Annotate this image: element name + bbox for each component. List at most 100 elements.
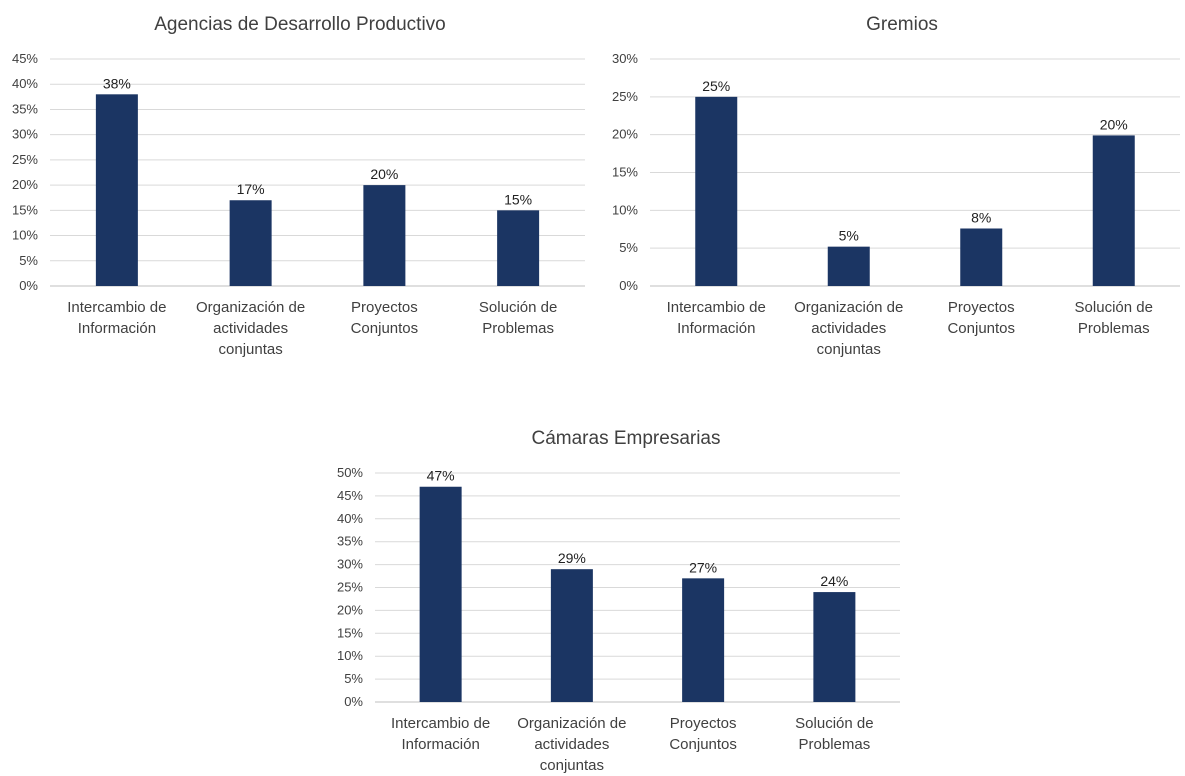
category-label: Proyectos Conjuntos — [947, 299, 1015, 337]
chart-title: Cámaras Empresarias — [532, 428, 721, 449]
data-label: 38% — [103, 75, 131, 91]
bar — [1092, 135, 1135, 286]
category-label-line: Conjuntos — [351, 320, 419, 337]
y-tick-label: 15% — [337, 625, 363, 640]
category-label-line: Organización de — [196, 299, 305, 316]
y-tick-label: 5% — [619, 240, 638, 255]
category-label: Intercambio de Información — [667, 299, 766, 337]
category-label-line: Intercambio de — [667, 299, 766, 316]
category-label-line: Proyectos — [670, 715, 737, 732]
category-label-line: Información — [78, 320, 156, 337]
data-label: 25% — [702, 78, 730, 94]
y-tick-label: 0% — [619, 278, 638, 293]
y-tick-label: 45% — [337, 488, 363, 503]
y-tick-label: 5% — [19, 253, 38, 268]
bar — [682, 578, 725, 702]
category-label: Intercambio de Información — [391, 715, 490, 753]
category-label-line: conjuntas — [817, 341, 881, 358]
chart-agencias: Agencias de Desarrollo Productivo 0% 5% 10%… — [0, 0, 585, 380]
y-tick-label: 10% — [612, 202, 638, 217]
category-label-line: actividades — [534, 736, 609, 753]
bar — [827, 246, 870, 286]
category-label-line: Organización de — [794, 299, 903, 316]
bar — [497, 210, 540, 286]
data-label: 8% — [971, 209, 991, 225]
bar — [95, 94, 138, 286]
category-label-line: Intercambio de — [67, 299, 166, 316]
category-label-line: Intercambio de — [391, 715, 490, 732]
bar — [419, 486, 462, 702]
y-tick-label: 20% — [612, 127, 638, 142]
category-label-line: Proyectos — [351, 299, 418, 316]
chart-camaras-svg: Cámaras Empresarias 0% 5% 10% 15% 20% 25% 30% 35… — [337, 428, 900, 774]
data-label: 15% — [504, 191, 532, 207]
category-label-line: Proyectos — [948, 299, 1015, 316]
y-tick-label: 40% — [337, 511, 363, 526]
y-tick-label: 5% — [344, 671, 363, 686]
y-tick-label: 15% — [12, 202, 38, 217]
y-tick-label: 0% — [344, 694, 363, 709]
bar — [550, 569, 593, 702]
category-label-line: Problemas — [1078, 320, 1150, 337]
category-label-line: Solución de — [479, 299, 557, 316]
data-label: 5% — [839, 228, 859, 244]
category-label-line: Problemas — [482, 320, 554, 337]
category-label-line: conjuntas — [219, 341, 283, 358]
category-label-line: Información — [401, 736, 479, 753]
category-label-line: Problemas — [799, 736, 871, 753]
data-label: 27% — [689, 559, 717, 575]
category-label-line: Solución de — [1075, 299, 1153, 316]
y-tick-label: 0% — [19, 278, 38, 293]
bar — [695, 96, 738, 286]
data-label: 20% — [1100, 116, 1128, 132]
category-label: Proyectos Conjuntos — [351, 299, 419, 337]
category-label-line: Organización de — [517, 715, 626, 732]
chart-agencias-svg: Agencias de Desarrollo Productivo 0% 5% 10%… — [12, 14, 585, 358]
y-tick-label: 45% — [12, 51, 38, 66]
category-label: Proyectos Conjuntos — [669, 715, 737, 753]
category-label: Organización de actividades conjuntas — [196, 299, 305, 358]
category-label-line: Conjuntos — [669, 736, 737, 753]
chart-gremios-svg: Gremios 0% 5% 10% 15% 20% 25% 30% 25% Intercambio… — [612, 14, 1180, 358]
y-tick-label: 25% — [12, 152, 38, 167]
y-tick-label: 10% — [337, 648, 363, 663]
chart-gremios: Gremios 0% 5% 10% 15% 20% 25% 30% 25% Intercambio… — [600, 0, 1185, 380]
y-tick-label: 50% — [337, 465, 363, 480]
category-label: Solución de Problemas — [479, 299, 557, 337]
data-label: 24% — [820, 573, 848, 589]
chart-camaras: Cámaras Empresarias 0% 5% 10% 15% 20% 25% 30% 35… — [310, 415, 910, 776]
chart-title: Gremios — [866, 14, 938, 35]
data-label: 17% — [237, 181, 265, 197]
bar — [960, 228, 1003, 286]
category-label-line: Solución de — [795, 715, 873, 732]
y-tick-label: 25% — [337, 580, 363, 595]
chart-title: Agencias de Desarrollo Productivo — [154, 14, 446, 35]
y-tick-label: 35% — [337, 534, 363, 549]
y-tick-label: 30% — [337, 557, 363, 572]
category-label: Organización de actividades conjuntas — [794, 299, 903, 358]
category-label-line: Información — [677, 320, 755, 337]
bar — [813, 592, 856, 702]
y-tick-label: 20% — [12, 177, 38, 192]
y-tick-label: 35% — [12, 101, 38, 116]
data-label: 29% — [558, 550, 586, 566]
category-label-line: conjuntas — [540, 757, 604, 774]
y-tick-label: 25% — [612, 89, 638, 104]
category-label-line: actividades — [213, 320, 288, 337]
category-label: Organización de actividades conjuntas — [517, 715, 626, 774]
bar — [363, 185, 406, 286]
y-tick-label: 30% — [12, 127, 38, 142]
y-tick-label: 30% — [612, 51, 638, 66]
data-label: 20% — [370, 166, 398, 182]
y-tick-label: 10% — [12, 228, 38, 243]
category-label: Solución de Problemas — [1075, 299, 1153, 337]
data-label: 47% — [427, 468, 455, 484]
y-tick-label: 40% — [12, 76, 38, 91]
category-label-line: Conjuntos — [947, 320, 1015, 337]
category-label-line: actividades — [811, 320, 886, 337]
bar — [229, 200, 272, 286]
y-tick-label: 20% — [337, 602, 363, 617]
y-tick-label: 15% — [612, 165, 638, 180]
category-label: Intercambio de Información — [67, 299, 166, 337]
category-label: Solución de Problemas — [795, 715, 873, 753]
